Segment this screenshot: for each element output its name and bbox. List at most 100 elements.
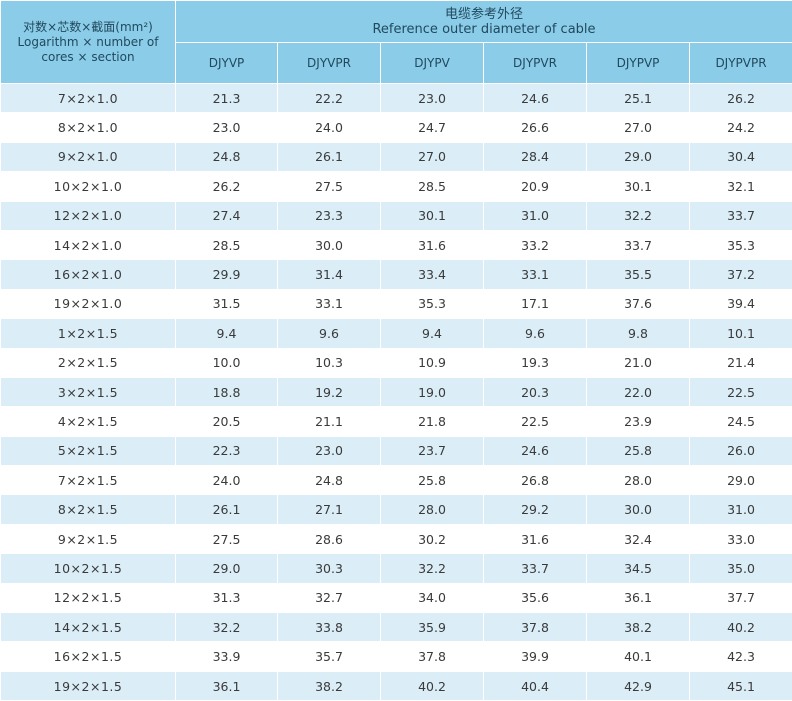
diameter-cell: 28.0 xyxy=(586,465,690,496)
diameter-cell: 27.4 xyxy=(175,200,278,231)
diameter-cell: 30.2 xyxy=(380,523,484,555)
column-header-djyvp: DJYVP xyxy=(175,42,278,84)
column-header-djyvpr: DJYVPR xyxy=(277,42,381,84)
spec-cell: 10×2×1.0 xyxy=(0,171,176,202)
diameter-cell: 25.8 xyxy=(586,435,690,467)
column-header-djypvr: DJYPVR xyxy=(483,42,587,84)
spec-cell: 2×2×1.5 xyxy=(0,347,176,378)
diameter-cell: 24.8 xyxy=(175,141,278,173)
diameter-cell: 27.1 xyxy=(277,494,381,525)
diameter-cell: 31.0 xyxy=(688,494,792,525)
diameter-cell: 26.2 xyxy=(175,171,278,202)
diameter-cell: 36.1 xyxy=(175,670,278,701)
header-row-columns: DJYVP DJYVPR DJYPV DJYPVR DJYPVP DJYPVPR xyxy=(1,42,792,84)
diameter-cell: 40.1 xyxy=(586,641,690,672)
diameter-cell: 30.0 xyxy=(277,229,381,261)
diameter-cell: 21.1 xyxy=(277,406,381,437)
diameter-cell: 24.5 xyxy=(688,406,792,437)
diameter-cell: 33.7 xyxy=(688,200,792,231)
table-row: 7×2×1.0 21.3 22.2 23.0 24.6 25.1 26.2 xyxy=(0,82,792,114)
diameter-cell: 19.3 xyxy=(483,347,587,378)
diameter-cell: 35.5 xyxy=(586,259,690,290)
table-row: 16×2×1.0 29.9 31.4 33.4 33.1 35.5 37.2 xyxy=(0,259,792,290)
diameter-cell: 28.5 xyxy=(175,229,278,261)
diameter-cell: 30.1 xyxy=(586,171,690,202)
spec-cell: 1×2×1.5 xyxy=(0,318,176,349)
table-row: 9×2×1.0 24.8 26.1 27.0 28.4 29.0 30.4 xyxy=(0,141,792,173)
diameter-cell: 32.2 xyxy=(380,553,484,584)
diameter-cell: 35.3 xyxy=(688,229,792,261)
diameter-cell: 21.8 xyxy=(380,406,484,437)
table-row: 8×2×1.5 26.1 27.1 28.0 29.2 30.0 31.0 xyxy=(0,494,792,525)
diameter-cell: 28.5 xyxy=(380,171,484,202)
column-header-djypvpr: DJYPVPR xyxy=(688,42,792,84)
diameter-cell: 32.2 xyxy=(175,612,278,643)
diameter-cell: 24.6 xyxy=(483,435,587,467)
spec-cell: 14×2×1.0 xyxy=(0,229,176,261)
diameter-cell: 26.1 xyxy=(175,494,278,525)
diameter-cell: 23.7 xyxy=(380,435,484,467)
corner-header-en-2: cores × section xyxy=(41,49,135,64)
spec-cell: 19×2×1.0 xyxy=(0,288,176,320)
diameter-cell: 24.2 xyxy=(688,112,792,143)
diameter-cell: 26.6 xyxy=(483,112,587,143)
diameter-cell: 22.5 xyxy=(688,376,792,408)
diameter-cell: 39.9 xyxy=(483,641,587,672)
diameter-cell: 38.2 xyxy=(277,670,381,701)
diameter-cell: 22.3 xyxy=(175,435,278,467)
table-row: 14×2×1.0 28.5 30.0 31.6 33.2 33.7 35.3 xyxy=(0,229,792,261)
spec-cell: 5×2×1.5 xyxy=(0,435,176,467)
spec-cell: 12×2×1.0 xyxy=(0,200,176,231)
diameter-cell: 32.4 xyxy=(586,523,690,555)
diameter-cell: 23.9 xyxy=(586,406,690,437)
diameter-cell: 33.7 xyxy=(586,229,690,261)
diameter-cell: 35.0 xyxy=(688,553,792,584)
diameter-cell: 30.3 xyxy=(277,553,381,584)
spec-cell: 8×2×1.0 xyxy=(0,112,176,143)
diameter-cell: 10.9 xyxy=(380,347,484,378)
diameter-cell: 24.8 xyxy=(277,465,381,496)
diameter-cell: 32.1 xyxy=(688,171,792,202)
diameter-cell: 29.0 xyxy=(586,141,690,173)
spec-cell: 9×2×1.5 xyxy=(0,523,176,555)
diameter-cell: 9.4 xyxy=(175,318,278,349)
diameter-cell: 23.0 xyxy=(380,82,484,114)
diameter-cell: 30.0 xyxy=(586,494,690,525)
diameter-cell: 25.1 xyxy=(586,82,690,114)
diameter-cell: 24.0 xyxy=(175,465,278,496)
diameter-cell: 29.0 xyxy=(175,553,278,584)
diameter-cell: 45.1 xyxy=(688,670,792,701)
diameter-cell: 27.0 xyxy=(586,112,690,143)
diameter-cell: 28.4 xyxy=(483,141,587,173)
diameter-cell: 22.2 xyxy=(277,82,381,114)
diameter-cell: 32.7 xyxy=(277,582,381,614)
table-row: 12×2×1.5 31.3 32.7 34.0 35.6 36.1 37.7 xyxy=(0,582,792,614)
diameter-cell: 26.1 xyxy=(277,141,381,173)
diameter-cell: 19.0 xyxy=(380,376,484,408)
table-row: 12×2×1.0 27.4 23.3 30.1 31.0 32.2 33.7 xyxy=(0,200,792,231)
spec-cell: 7×2×1.0 xyxy=(0,82,176,114)
diameter-cell: 29.9 xyxy=(175,259,278,290)
diameter-cell: 24.7 xyxy=(380,112,484,143)
diameter-cell: 35.6 xyxy=(483,582,587,614)
diameter-cell: 22.5 xyxy=(483,406,587,437)
table-header: 对数×芯数×截面(mm²) Logarithm × number of core… xyxy=(0,0,792,84)
diameter-cell: 26.0 xyxy=(688,435,792,467)
spec-cell: 4×2×1.5 xyxy=(0,406,176,437)
spec-cell: 8×2×1.5 xyxy=(0,494,176,525)
corner-header-en-1: Logarithm × number of xyxy=(17,34,159,49)
diameter-cell: 23.0 xyxy=(277,435,381,467)
spec-cell: 12×2×1.5 xyxy=(0,582,176,614)
spec-cell: 16×2×1.5 xyxy=(0,641,176,672)
diameter-cell: 33.9 xyxy=(175,641,278,672)
diameter-cell: 19.2 xyxy=(277,376,381,408)
group-header-cn: 电缆参考外径 xyxy=(445,6,524,22)
table-row: 7×2×1.5 24.0 24.8 25.8 26.8 28.0 29.0 xyxy=(0,465,792,496)
diameter-cell: 23.3 xyxy=(277,200,381,231)
diameter-cell: 33.8 xyxy=(277,612,381,643)
diameter-cell: 27.5 xyxy=(277,171,381,202)
diameter-cell: 22.0 xyxy=(586,376,690,408)
diameter-cell: 37.2 xyxy=(688,259,792,290)
diameter-cell: 9.6 xyxy=(277,318,381,349)
diameter-cell: 29.2 xyxy=(483,494,587,525)
